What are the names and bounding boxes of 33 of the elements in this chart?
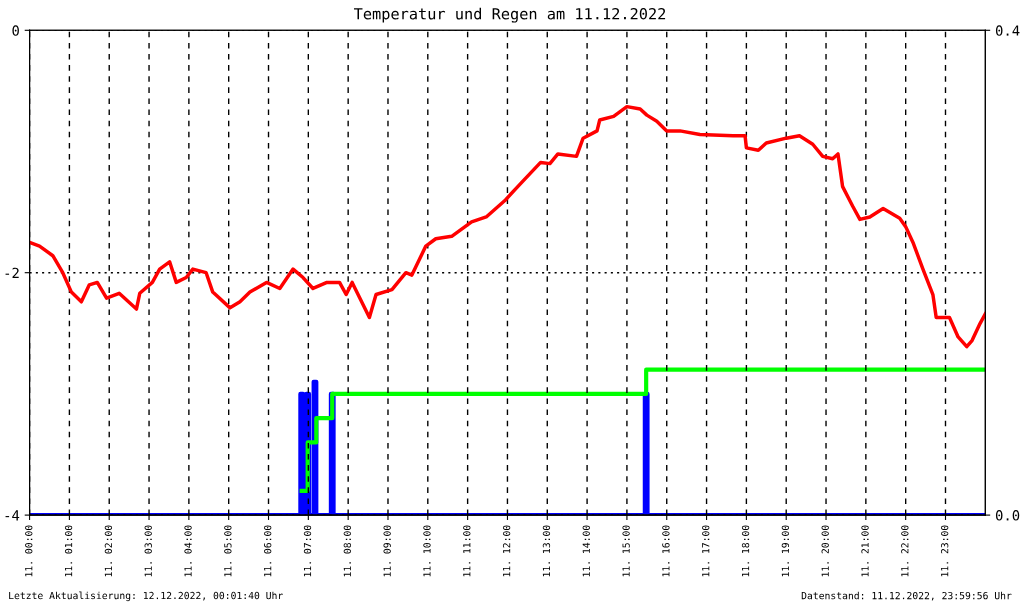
x-tick-label: 11. 10:00 <box>423 525 431 577</box>
x-tick-label: 11. 14:00 <box>582 525 590 577</box>
y-tick-label: 0 <box>12 25 19 36</box>
x-tick-label: 11. 12:00 <box>502 525 511 577</box>
x-tick-label: 11. 15:00 <box>622 525 630 577</box>
x-tick-label: 11. 01:00 <box>64 525 73 577</box>
x-tick-label: 11. 00:00 <box>25 525 33 577</box>
x-tick-label: 11. 03:00 <box>144 525 152 577</box>
x-tick-label: 11. 19:00 <box>781 525 790 577</box>
x-tick-label: 11. 05:00 <box>224 525 232 577</box>
x-tick-label: 11. 18:00 <box>741 525 750 577</box>
x-tick-label: 11. 09:00 <box>383 525 391 577</box>
x-tick-label: 11. 21:00 <box>861 525 869 577</box>
x-tick-label: 11. 17:00 <box>702 525 710 577</box>
x-tick-label: 11. 13:00 <box>542 525 551 577</box>
x-tick-label: 11. 07:00 <box>303 525 312 577</box>
line-series <box>29 104 986 349</box>
x-tick-label: 11. 02:00 <box>104 525 113 577</box>
x-tick-label: 11. 23:00 <box>940 525 949 577</box>
text: Letzte Aktualisierung: 12.12.2022, 00:01:40 Uhr <box>9 591 283 602</box>
x-tick-label: 11. 08:00 <box>343 525 352 577</box>
y2-tick-label: 0.4 <box>995 25 1020 36</box>
y-tick-label: -4 <box>5 510 20 521</box>
x-tick-label: 11. 20:00 <box>821 525 829 577</box>
x-tick-label: 11. 11:00 <box>463 525 471 577</box>
y-tick-label: -2 <box>5 267 19 279</box>
x-tick-label: 11. 22:00 <box>901 525 909 577</box>
x-tick-label: 11. 04:00 <box>184 525 192 577</box>
x-tick-label: 11. 16:00 <box>662 525 670 577</box>
x-tick-label: 11. 06:00 <box>264 525 272 577</box>
y2-tick-label: 0.0 <box>995 510 1020 521</box>
chart-title: Temperatur und Regen am 11.12.2022 <box>353 7 666 23</box>
text: Datenstand: 11.12.2022, 23:59:56 Uhr <box>801 591 1012 601</box>
